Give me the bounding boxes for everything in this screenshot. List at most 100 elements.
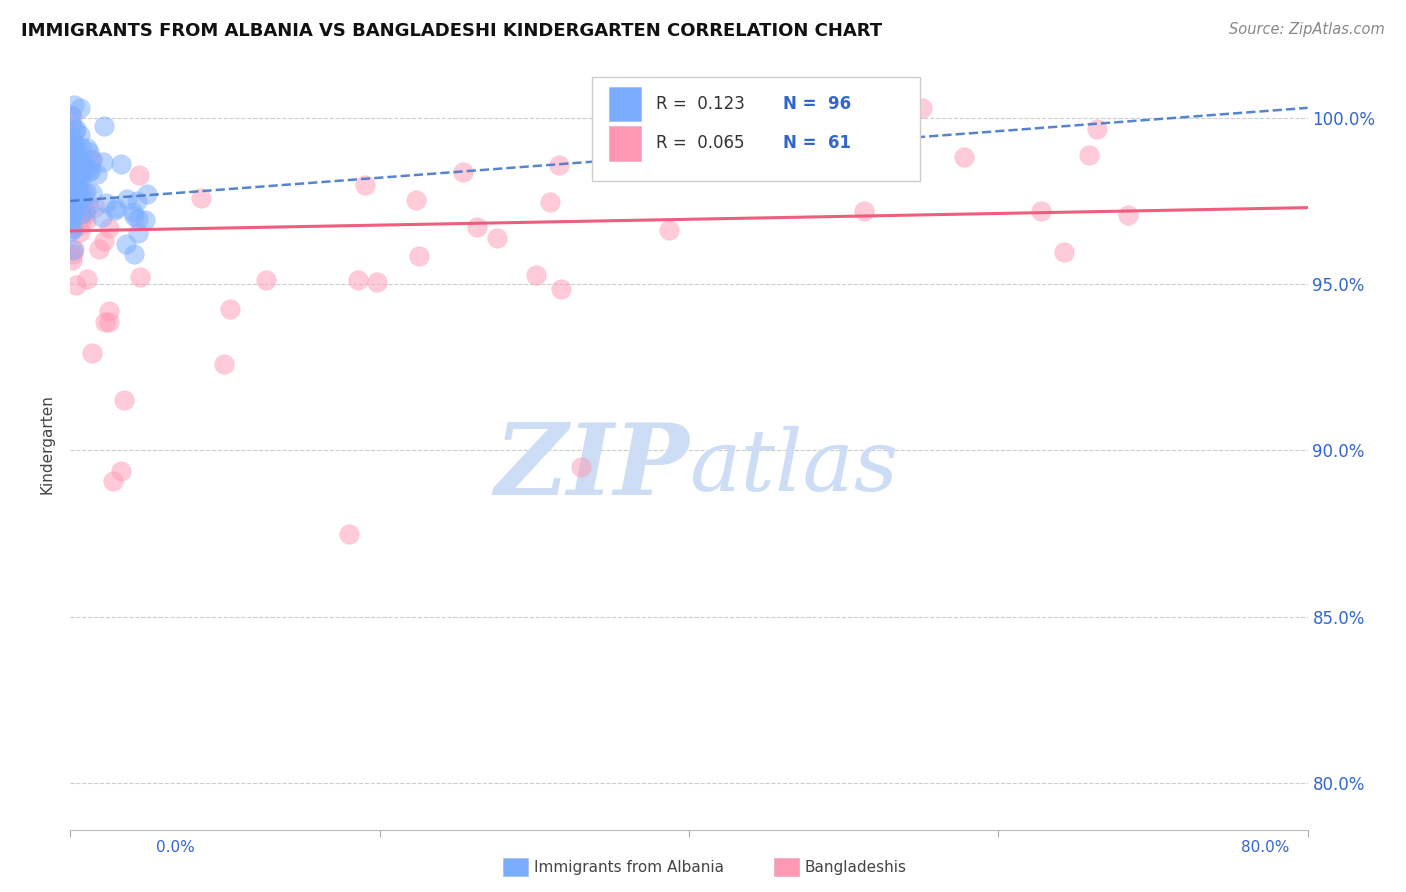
Point (77, 145, 100, 160)
Point (59, 201, 82, 215)
Point (59, 211, 82, 225)
Point (59, 170, 82, 185)
Point (62, 222, 84, 236)
Point (212, 357, 235, 371)
Point (60, 180, 83, 194)
Point (66, 182, 89, 196)
Point (60, 252, 83, 267)
Point (60, 208, 83, 222)
Point (65, 162, 87, 177)
Point (65, 178, 87, 192)
Point (115, 236, 138, 251)
Point (69, 174, 91, 188)
Point (366, 275, 388, 289)
Point (63, 178, 86, 192)
Point (82, 346, 104, 360)
Point (65, 121, 87, 136)
Point (524, 268, 547, 282)
Point (72, 157, 94, 171)
Point (1053, 245, 1076, 260)
Point (110, 157, 132, 171)
Point (59, 188, 82, 202)
Point (1077, 148, 1099, 162)
Point (127, 227, 149, 241)
Point (658, 223, 681, 237)
Point (59, 165, 82, 179)
Point (122, 205, 145, 219)
Point (69, 128, 91, 143)
Point (190, 191, 212, 205)
Point (77, 165, 100, 179)
Point (69, 219, 91, 233)
Point (76, 162, 98, 177)
Point (60, 170, 83, 185)
Point (60, 154, 83, 169)
Point (80, 153, 103, 168)
Point (70, 140, 93, 154)
Text: Immigrants from Albania: Immigrants from Albania (533, 861, 724, 875)
Point (93, 234, 115, 248)
Point (63, 97, 86, 112)
Bar (609, 87, 641, 121)
FancyBboxPatch shape (592, 78, 921, 181)
Point (467, 219, 489, 234)
Point (60, 141, 83, 155)
Text: R =  0.123: R = 0.123 (655, 95, 744, 112)
Point (70, 191, 93, 205)
Point (762, 131, 785, 145)
Point (59, 165, 82, 179)
Bar (609, 126, 641, 161)
Point (451, 165, 474, 179)
Point (853, 204, 876, 219)
Point (87, 242, 110, 256)
Point (112, 392, 135, 407)
Point (124, 247, 146, 261)
Point (76, 141, 98, 155)
Point (63, 136, 86, 151)
Point (62, 244, 84, 258)
Point (69, 102, 91, 116)
Point (62, 151, 84, 165)
Point (60, 220, 83, 235)
Point (354, 178, 377, 193)
Point (69, 207, 91, 221)
Point (84, 200, 107, 214)
Point (911, 101, 934, 115)
Point (62, 175, 84, 189)
Point (80, 153, 103, 167)
Point (69, 225, 91, 239)
Point (60, 207, 83, 221)
Point (547, 158, 569, 172)
Point (65, 170, 87, 185)
Point (124, 209, 146, 223)
Point (117, 192, 139, 206)
Point (125, 194, 148, 209)
Point (62, 186, 84, 201)
Point (62, 193, 84, 207)
Point (63, 168, 86, 182)
Point (66, 151, 89, 165)
Point (1029, 204, 1052, 219)
Point (128, 168, 150, 182)
Point (62, 161, 84, 176)
Point (569, 460, 592, 475)
Point (59, 108, 82, 122)
Point (60, 162, 83, 177)
Point (218, 301, 240, 316)
Point (953, 150, 976, 164)
Point (103, 202, 125, 217)
Point (62, 141, 84, 155)
Point (63, 123, 86, 137)
Point (346, 272, 368, 286)
Point (65, 175, 87, 189)
Point (60, 206, 83, 220)
Point (1085, 122, 1108, 136)
Point (66, 164, 89, 178)
Point (91, 210, 114, 224)
Point (75, 201, 97, 215)
Point (60, 140, 83, 154)
Point (550, 282, 572, 296)
Point (63, 243, 86, 257)
Text: N =  96: N = 96 (783, 95, 851, 112)
Point (98, 304, 121, 318)
